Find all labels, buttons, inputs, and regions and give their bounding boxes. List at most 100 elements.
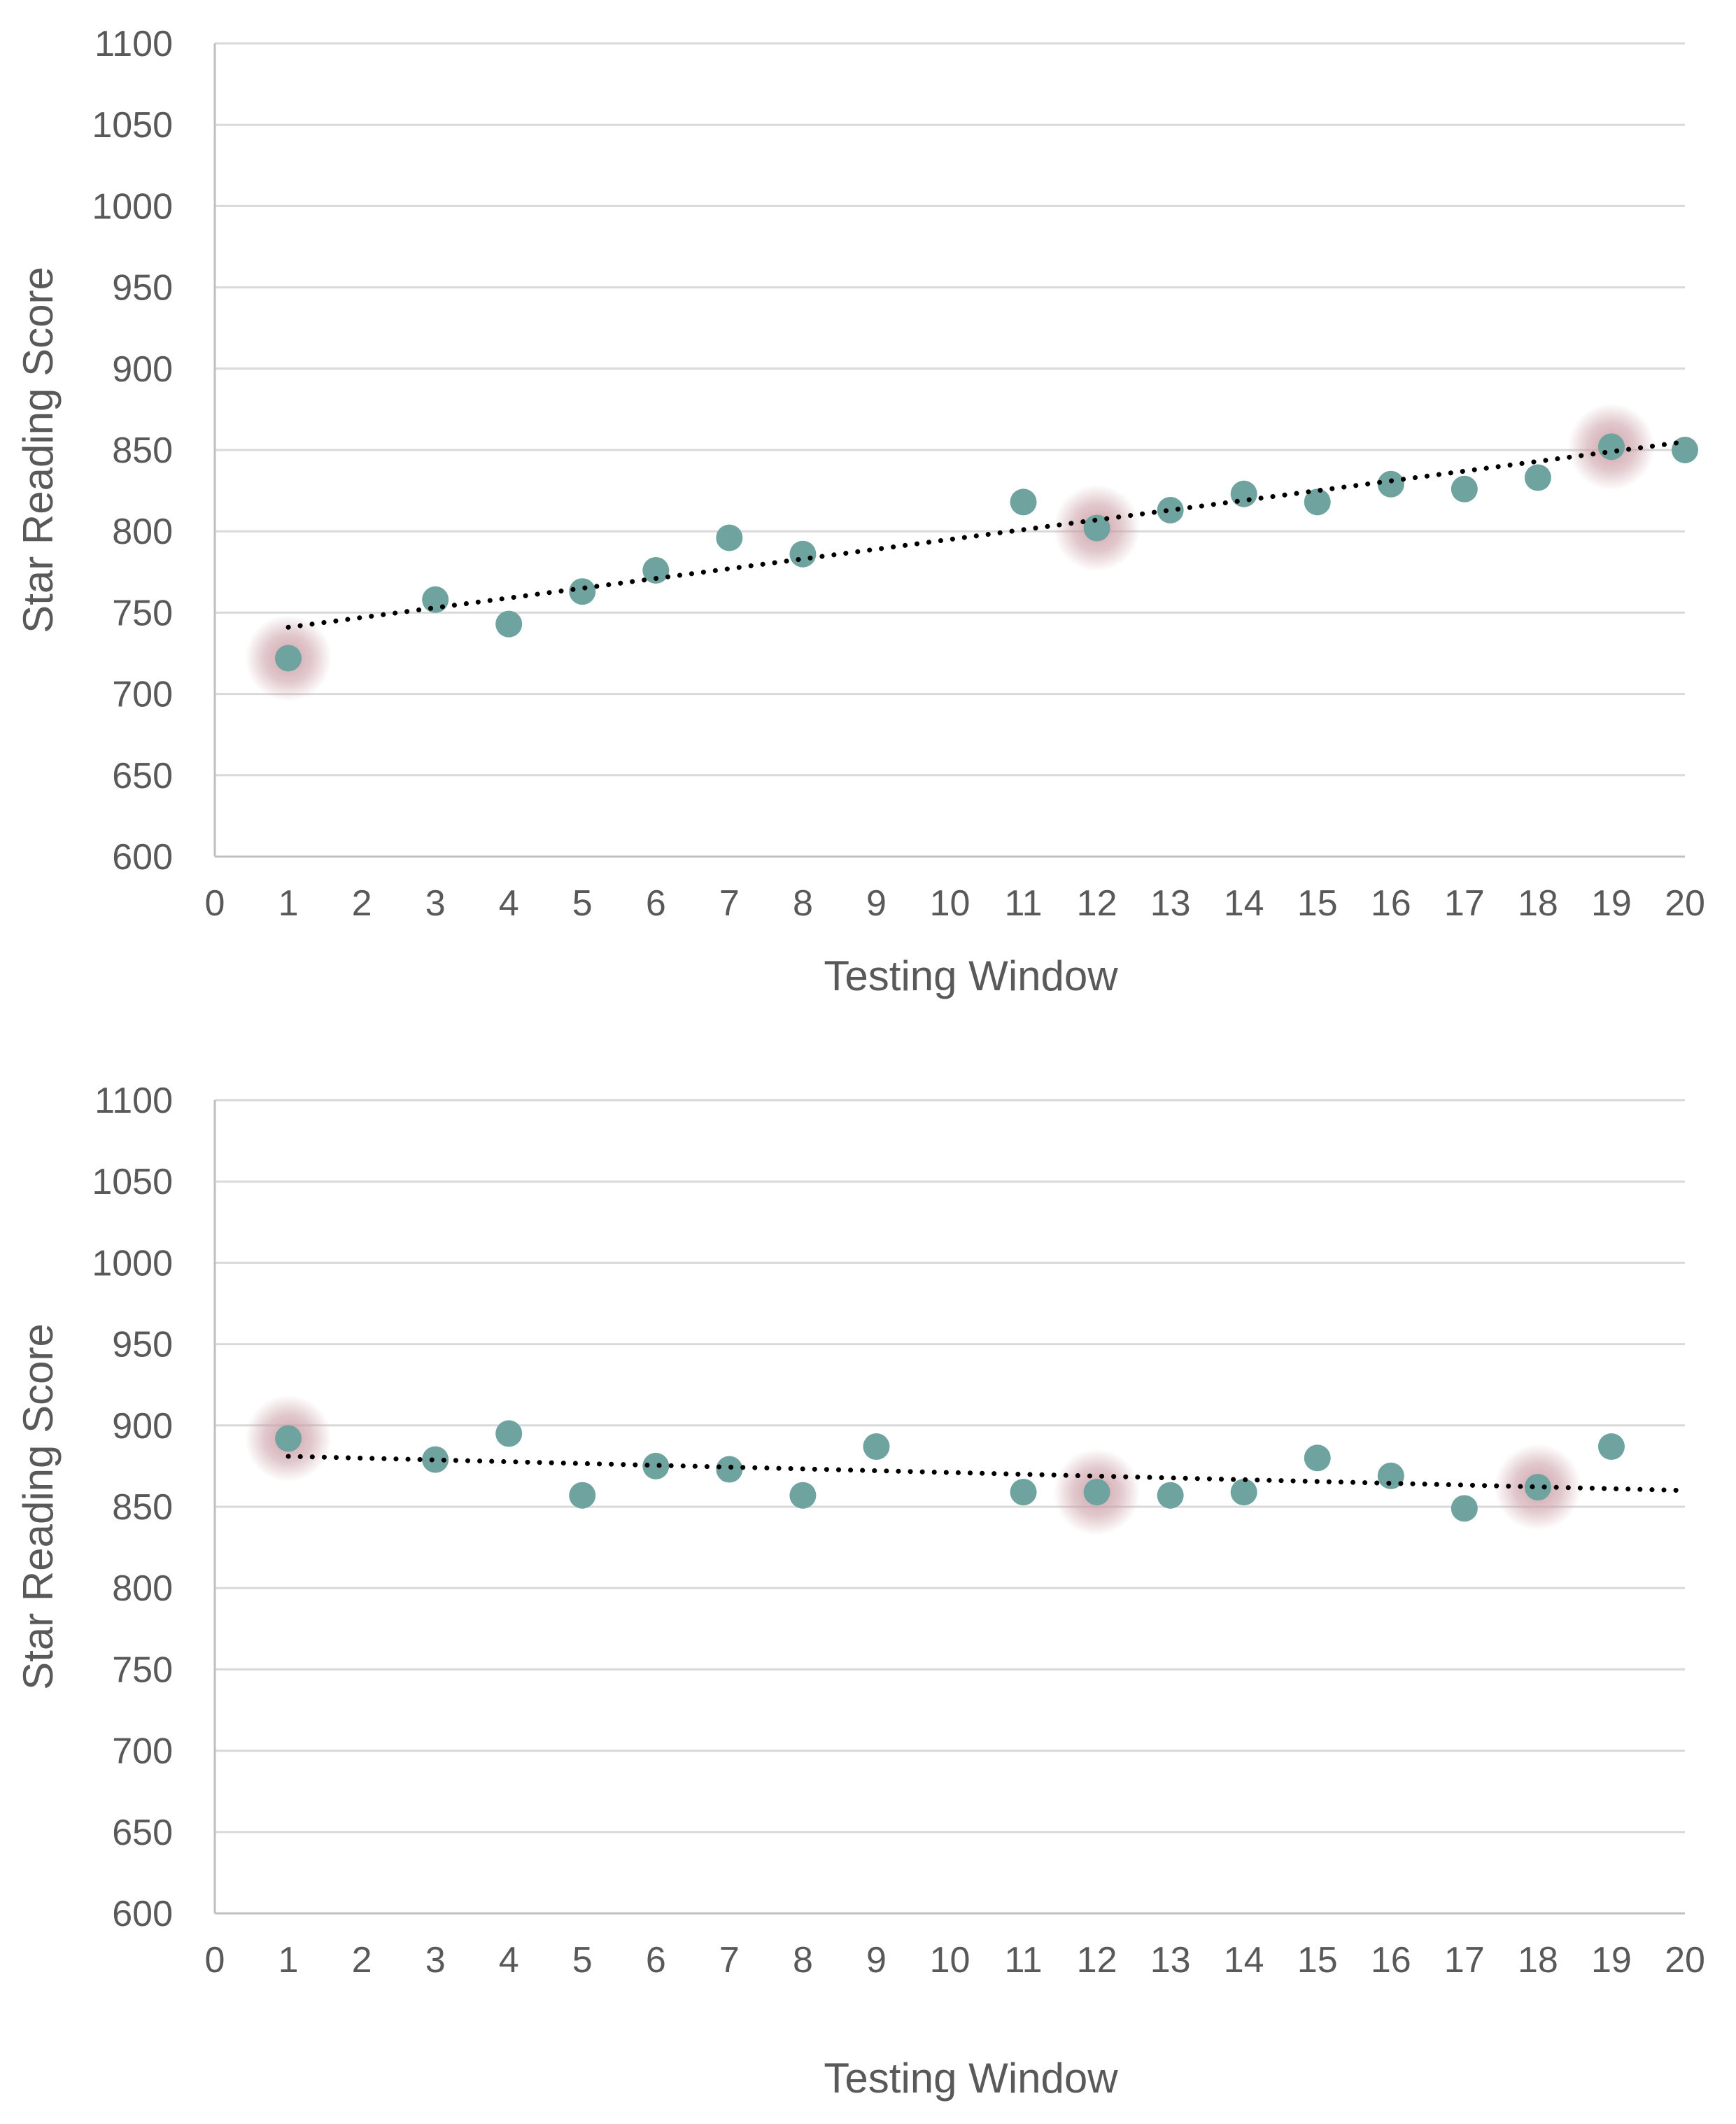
y-tick-label: 950 (112, 1325, 173, 1365)
x-tick-label: 8 (793, 883, 813, 924)
data-point (1157, 496, 1184, 523)
data-point (569, 1482, 596, 1509)
x-tick-label: 7 (719, 883, 740, 924)
data-point (1157, 1482, 1184, 1509)
data-point (422, 1446, 449, 1473)
x-tick-label: 7 (719, 1940, 740, 1981)
x-tick-label: 15 (1297, 883, 1338, 924)
y-axis-title: Star Reading Score (15, 1323, 62, 1690)
y-axis-title: Star Reading Score (15, 267, 62, 633)
x-tick-label: 9 (866, 1940, 887, 1981)
data-point (495, 610, 523, 638)
x-tick-label: 5 (572, 883, 593, 924)
y-tick-label: 900 (112, 1406, 173, 1447)
data-point (1451, 475, 1478, 502)
data-point (495, 1420, 523, 1447)
data-point (275, 645, 302, 672)
x-tick-label: 8 (793, 1940, 813, 1981)
trendline (285, 1454, 1688, 1493)
x-tick-label: 18 (1518, 883, 1558, 924)
y-tick-label: 700 (112, 1731, 173, 1772)
data-point (1083, 514, 1110, 542)
x-tick-label: 0 (205, 1940, 225, 1981)
x-tick-label: 2 (352, 1940, 372, 1981)
data-point (1524, 1474, 1551, 1501)
x-tick-label: 12 (1077, 883, 1117, 924)
y-tick-label: 800 (112, 1568, 173, 1609)
data-point (1010, 488, 1037, 516)
x-axis-title: Testing Window (824, 2055, 1118, 2102)
data-point (1597, 1433, 1625, 1461)
x-tick-label: 9 (866, 883, 887, 924)
data-point (642, 556, 670, 584)
x-tick-label: 14 (1224, 1940, 1264, 1981)
x-tick-label: 10 (930, 1940, 971, 1981)
data-point (1304, 488, 1331, 516)
x-tick-label: 20 (1665, 883, 1705, 924)
y-tick-label: 1050 (92, 105, 173, 146)
x-tick-label: 16 (1371, 1940, 1411, 1981)
data-point (1304, 1444, 1331, 1472)
x-tick-label: 4 (499, 883, 519, 924)
x-tick-label: 14 (1224, 883, 1264, 924)
x-tick-label: 1 (278, 1940, 299, 1981)
x-tick-label: 20 (1665, 1940, 1705, 1981)
x-tick-label: 17 (1444, 1940, 1485, 1981)
y-tick-label: 950 (112, 268, 173, 309)
y-tick-label: 850 (112, 430, 173, 471)
data-point (1230, 1479, 1257, 1506)
x-tick-label: 18 (1518, 1940, 1558, 1981)
x-tick-label: 13 (1150, 883, 1191, 924)
x-tick-label: 19 (1591, 883, 1632, 924)
y-tick-label: 600 (112, 1894, 173, 1934)
data-point (569, 578, 596, 605)
data-point (1010, 1479, 1037, 1506)
data-point (642, 1452, 670, 1479)
data-point (1377, 1462, 1404, 1489)
x-tick-label: 0 (205, 883, 225, 924)
y-tick-label: 1050 (92, 1162, 173, 1202)
data-point (716, 1456, 743, 1483)
data-point (716, 524, 743, 551)
y-tick-label: 1100 (94, 1081, 173, 1121)
y-tick-label: 750 (112, 1650, 173, 1690)
x-tick-label: 16 (1371, 883, 1411, 924)
data-point (275, 1425, 302, 1452)
x-axis-title: Testing Window (824, 952, 1118, 999)
y-tick-label: 850 (112, 1487, 173, 1528)
x-tick-label: 13 (1150, 1940, 1191, 1981)
x-tick-label: 6 (646, 1940, 666, 1981)
x-tick-label: 15 (1297, 1940, 1338, 1981)
y-tick-label: 600 (112, 837, 173, 878)
y-tick-label: 800 (112, 512, 173, 552)
x-tick-label: 2 (352, 883, 372, 924)
x-tick-label: 3 (425, 1940, 446, 1981)
x-tick-label: 17 (1444, 883, 1485, 924)
y-tick-label: 900 (112, 349, 173, 390)
data-point (1230, 480, 1257, 507)
y-tick-label: 1000 (92, 1243, 173, 1283)
x-tick-label: 1 (278, 883, 299, 924)
y-tick-label: 750 (112, 593, 173, 633)
data-point (1083, 1479, 1110, 1506)
y-tick-label: 650 (112, 1813, 173, 1853)
data-point (1597, 433, 1625, 460)
x-tick-label: 10 (930, 883, 971, 924)
data-point (789, 540, 817, 568)
x-tick-label: 12 (1077, 1940, 1117, 1981)
y-tick-label: 650 (112, 756, 173, 796)
x-tick-label: 3 (425, 883, 446, 924)
x-tick-label: 19 (1591, 1940, 1632, 1981)
x-tick-label: 4 (499, 1940, 519, 1981)
x-tick-label: 11 (1005, 883, 1043, 924)
data-point (422, 586, 449, 613)
x-tick-label: 11 (1005, 1940, 1043, 1981)
y-tick-label: 1000 (92, 186, 173, 227)
trendline (285, 439, 1688, 630)
y-tick-label: 700 (112, 675, 173, 715)
data-point (789, 1482, 817, 1509)
x-tick-label: 5 (572, 1940, 593, 1981)
